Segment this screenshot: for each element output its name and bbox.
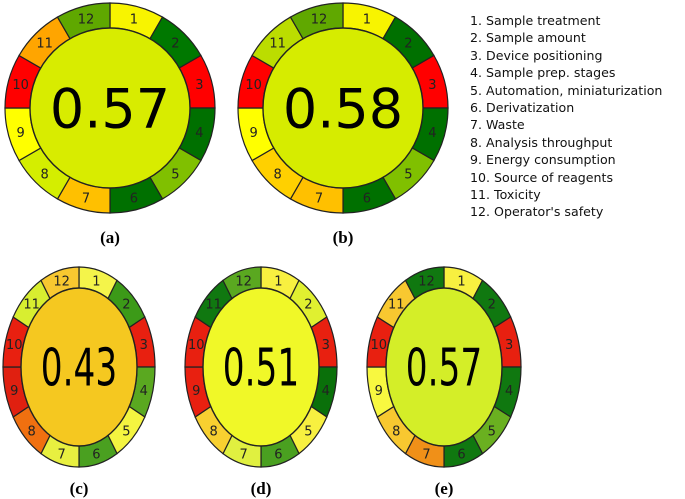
legend-item: 9. Energy consumption (470, 152, 616, 168)
segment-label: 3 (322, 338, 330, 353)
segment-label: 10 (6, 338, 23, 353)
segment-label: 6 (274, 447, 282, 462)
score-center (385, 287, 503, 447)
legend-item: 1. Sample treatment (470, 13, 601, 28)
segment-label: 4 (505, 384, 513, 399)
score-center (202, 287, 320, 447)
segment-label: 11 (269, 37, 286, 52)
segment-label: 1 (130, 13, 138, 28)
segment-label: 2 (488, 298, 496, 313)
segment-label: 10 (245, 78, 262, 93)
segment-label: 7 (58, 447, 66, 462)
segment-label: 5 (488, 424, 496, 439)
segment-label: 1 (274, 275, 282, 290)
legend-item: 12. Operator's safety (470, 204, 604, 220)
segment-label: 7 (82, 191, 90, 206)
segment-label: 3 (140, 338, 148, 353)
overall-score: 0.57 (50, 77, 170, 140)
segment-label: 9 (10, 384, 18, 399)
segment-label: 4 (140, 384, 148, 399)
segment-label: 12 (78, 13, 95, 28)
legend-item: 3. Device positioning (470, 47, 603, 63)
segment-label: 7 (422, 447, 430, 462)
segment-label: 1 (92, 275, 100, 290)
segment-label: 2 (171, 37, 179, 52)
diagram-caption: (a) (100, 228, 120, 247)
segment-label: 12 (53, 275, 70, 290)
segment-label: 9 (192, 384, 200, 399)
segment-label: 2 (404, 37, 412, 52)
segment-label: 7 (315, 191, 323, 206)
segment-label: 1 (363, 13, 371, 28)
legend-item: 6. Derivatization (470, 100, 575, 116)
segment-label: 12 (235, 275, 252, 290)
diagram-caption: (c) (70, 479, 89, 498)
legend-item: 4. Sample prep. stages (470, 65, 616, 81)
segment-label: 9 (375, 384, 383, 399)
segment-label: 11 (205, 298, 222, 313)
segment-label: 11 (23, 298, 40, 313)
diagram-caption: (e) (435, 479, 454, 498)
segment-label: 10 (188, 338, 205, 353)
segment-label: 4 (322, 384, 330, 399)
segment-label: 3 (428, 78, 436, 93)
segment-label: 12 (311, 13, 328, 28)
overall-score: 0.43 (41, 339, 117, 399)
segment-label: 7 (240, 447, 248, 462)
segment-label: 6 (92, 447, 100, 462)
segment-label: 5 (404, 167, 412, 182)
segment-label: 5 (304, 424, 312, 439)
score-center (20, 287, 138, 447)
diagram-caption: (b) (333, 228, 354, 247)
legend-item: 7. Waste (470, 117, 525, 133)
segment-label: 8 (392, 424, 400, 439)
segment-label: 8 (209, 424, 217, 439)
segment-label: 6 (457, 447, 465, 462)
segment-label: 9 (17, 126, 25, 141)
segment-label: 11 (36, 37, 53, 52)
score-center (262, 27, 424, 189)
segment-label: 10 (12, 78, 29, 93)
segment-label: 8 (273, 167, 281, 182)
legend-item: 2. Sample amount (470, 30, 586, 46)
segment-label: 8 (40, 167, 48, 182)
segment-label: 5 (171, 167, 179, 182)
segment-label: 4 (195, 126, 203, 141)
segment-label: 4 (428, 126, 436, 141)
segment-label: 11 (388, 298, 405, 313)
segment-label: 2 (304, 298, 312, 313)
segment-label: 5 (122, 424, 130, 439)
overall-score: 0.51 (223, 339, 299, 399)
score-center (29, 27, 191, 189)
segment-label: 3 (195, 78, 203, 93)
segment-label: 12 (418, 275, 435, 290)
segment-label: 1 (457, 275, 465, 290)
segment-label: 6 (130, 191, 138, 206)
legend-item: 10. Source of reagents (470, 169, 614, 185)
segment-label: 2 (122, 298, 130, 313)
segment-label: 8 (27, 424, 35, 439)
segment-label: 6 (363, 191, 371, 206)
legend-item: 11. Toxicity (470, 187, 541, 203)
segment-label: 10 (371, 338, 388, 353)
overall-score: 0.58 (283, 77, 403, 140)
segment-label: 9 (250, 126, 258, 141)
criteria-legend: 1. Sample treatment 2. Sample amount 3. … (470, 12, 662, 221)
legend-item: 5. Automation, miniaturization (470, 82, 663, 98)
overall-score: 0.57 (406, 339, 482, 399)
segment-label: 3 (505, 338, 513, 353)
diagram-caption: (d) (251, 479, 272, 498)
legend-item: 8. Analysis throughput (470, 134, 613, 150)
